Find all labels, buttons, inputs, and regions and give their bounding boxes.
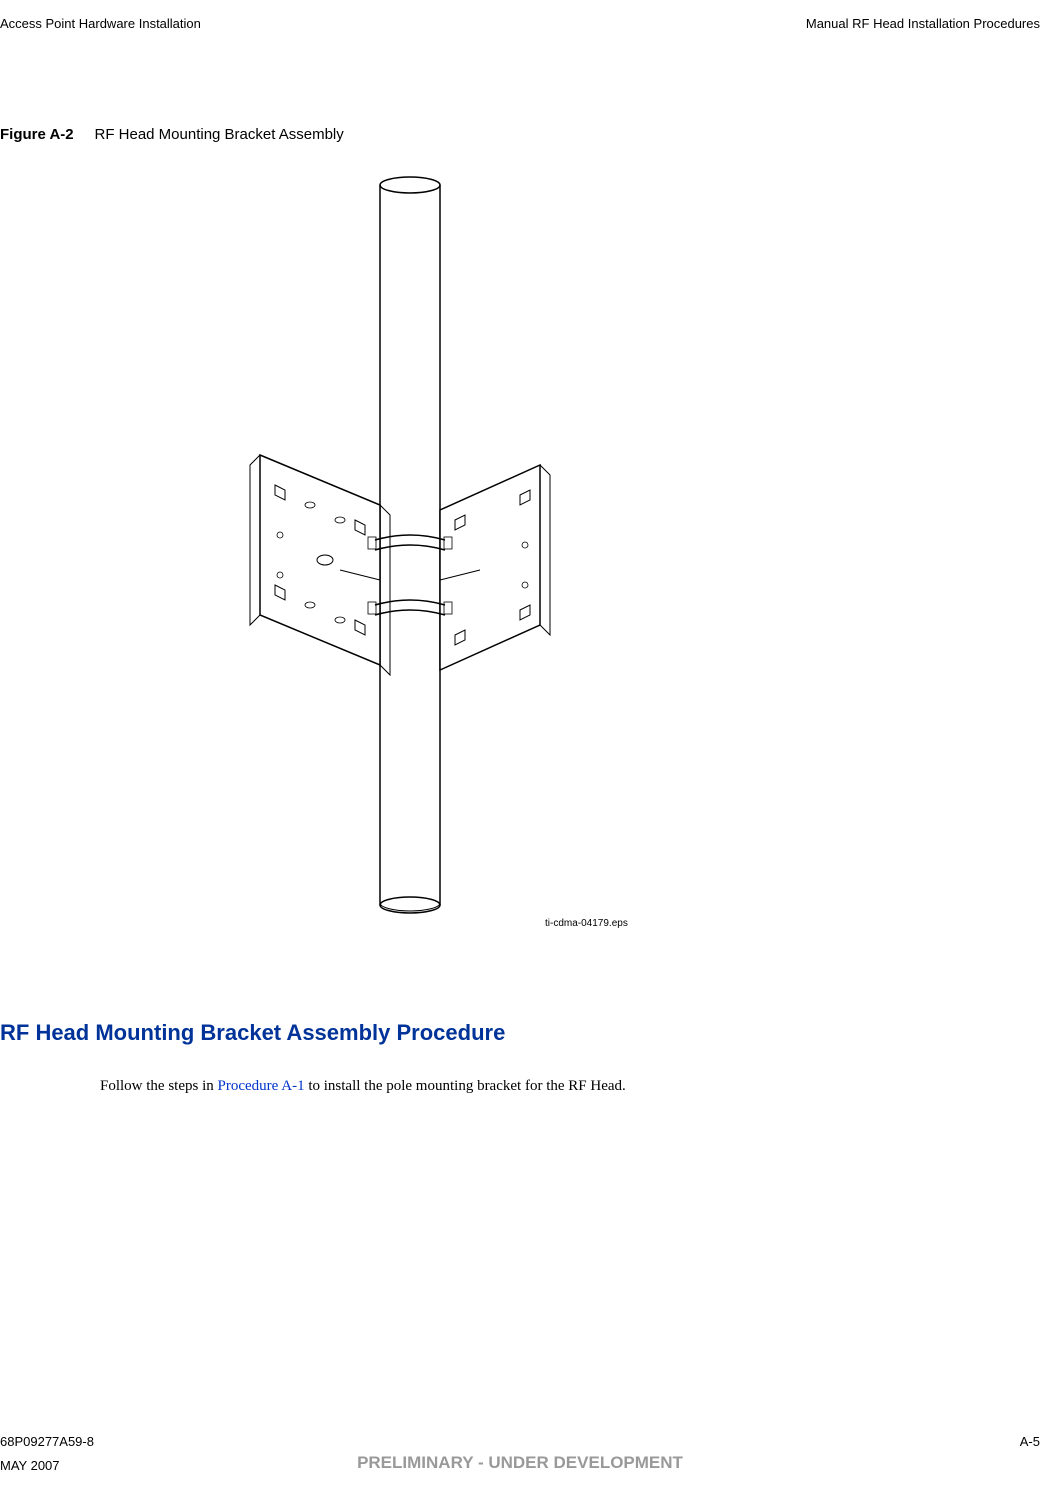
footer-preliminary: PRELIMINARY - UNDER DEVELOPMENT (357, 1453, 683, 1473)
body-paragraph: Follow the steps in Procedure A-1 to ins… (100, 1078, 626, 1095)
figure-caption: ti-cdma-04179.eps (545, 918, 628, 929)
body-prefix: Follow the steps in (100, 1078, 218, 1094)
footer-doc-number: 68P09277A59-8 (0, 1434, 94, 1449)
header-left: Access Point Hardware Installation (0, 16, 201, 31)
header-right: Manual RF Head Installation Procedures (806, 16, 1040, 31)
body-suffix: to install the pole mounting bracket for… (305, 1078, 626, 1094)
figure-label-spacer (78, 126, 91, 143)
figure-label-text: RF Head Mounting Bracket Assembly (94, 126, 343, 143)
procedure-link[interactable]: Procedure A-1 (218, 1078, 305, 1094)
figure-diagram (180, 175, 680, 915)
figure-label-bold: Figure A-2 (0, 126, 74, 143)
section-heading: RF Head Mounting Bracket Assembly Proced… (0, 1020, 505, 1046)
footer-date: MAY 2007 (0, 1458, 60, 1473)
figure-label: Figure A-2 RF Head Mounting Bracket Asse… (0, 126, 344, 143)
footer-page-number: A-5 (1020, 1434, 1040, 1449)
